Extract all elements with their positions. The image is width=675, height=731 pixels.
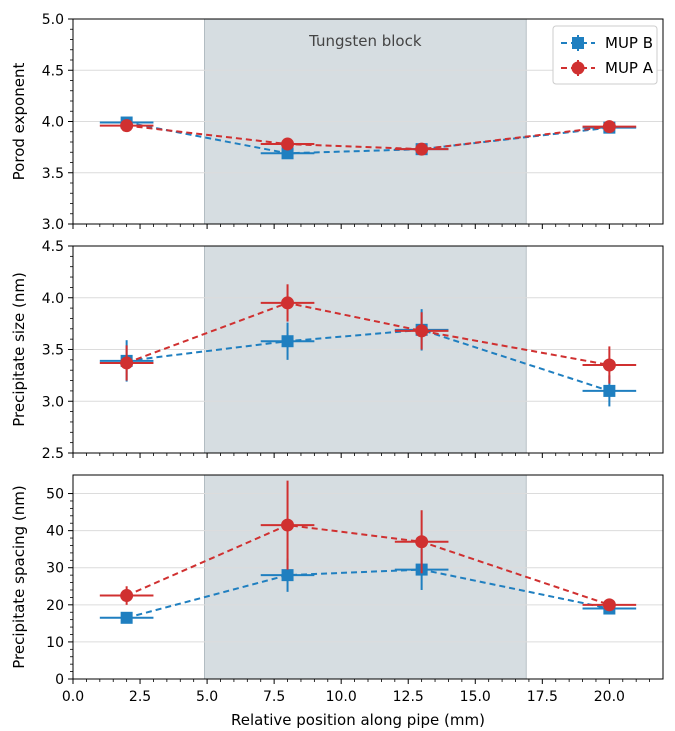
y-tick-label: 3.0: [42, 394, 64, 410]
data-point-circle: [602, 598, 616, 612]
panel-frame: [72, 474, 664, 680]
legend-label: MUP A: [605, 59, 654, 77]
y-tick-label: 3.5: [42, 343, 64, 359]
x-axis-label: Relative position along pipe (mm): [231, 711, 485, 729]
legend-label: MUP B: [605, 34, 653, 52]
y-tick-label: 50: [46, 487, 64, 503]
y-tick-label: 3.5: [42, 166, 64, 182]
panel-frame: [72, 245, 664, 454]
series-line: [126, 524, 610, 606]
panel-3: 0 10 20 30 40 50 0.0 2.5 5.0 7.5 10.0 12.5 15.0 17.5 2…: [10, 474, 664, 705]
data-point-circle: [602, 358, 616, 372]
series-mup-a: [99, 284, 637, 384]
data-point-circle: [120, 119, 134, 133]
y-axis-label: Precipitate size (nm): [10, 272, 28, 427]
panel-frame: [72, 18, 664, 225]
data-point-circle: [415, 142, 429, 156]
panel-2: 2.5 3.0 3.5 4.0 4.5 Precipitate size (nm): [10, 239, 664, 462]
data-point-circle: [120, 356, 134, 370]
tungsten-shaded-region: [204, 474, 527, 680]
y-tick-label: 20: [46, 598, 64, 614]
y-tick-label: 0: [55, 672, 64, 688]
x-tick-label: 5.0: [196, 689, 218, 705]
x-tick-label: 17.5: [527, 689, 558, 705]
data-point-circle: [281, 518, 295, 532]
y-tick-label: 10: [46, 635, 64, 651]
panel-1: 3.0 3.5 4.0 4.5 5.0 Porod exponent Tungsten bl…: [10, 12, 664, 233]
data-point-square: [281, 335, 294, 348]
y-tick-label: 4.5: [42, 63, 64, 79]
x-tick-label: 15.0: [460, 689, 491, 705]
tungsten-block-label: Tungsten block: [308, 32, 422, 50]
data-point-square: [281, 147, 294, 160]
y-tick-label: 3.0: [42, 217, 64, 233]
legend-marker-circle: [571, 61, 585, 75]
data-point-circle: [602, 120, 616, 134]
y-tick-label: 2.5: [42, 446, 64, 462]
data-point-square: [281, 569, 294, 582]
legend-marker-square: [572, 37, 584, 49]
data-point-square: [603, 384, 616, 397]
x-tick-label: 20.0: [594, 689, 625, 705]
y-axis-label: Precipitate spacing (nm): [10, 485, 28, 668]
y-tick-label: 30: [46, 561, 64, 577]
x-tick-label: 0.0: [62, 689, 84, 705]
y-tick-label: 4.0: [42, 291, 64, 307]
data-point-circle: [415, 535, 429, 549]
series-mup-a: [99, 480, 637, 612]
x-tick-label: 10.0: [326, 689, 357, 705]
series-mup-a: [99, 119, 637, 156]
y-tick-label: 5.0: [42, 12, 64, 28]
x-tick-label: 12.5: [393, 689, 424, 705]
data-point-circle: [281, 296, 295, 310]
y-tick-label: 4.5: [42, 239, 64, 255]
legend: MUP B MUP A: [552, 25, 658, 85]
y-axis-label: Porod exponent: [10, 63, 28, 181]
series-line: [126, 301, 610, 367]
y-tick-label: 4.0: [42, 115, 64, 131]
data-point-square: [120, 611, 133, 624]
series-line: [126, 568, 610, 619]
series-line: [126, 328, 610, 392]
data-point-circle: [281, 137, 295, 151]
data-point-circle: [415, 324, 429, 338]
x-tick-label: 7.5: [263, 689, 285, 705]
x-tick-label: 2.5: [129, 689, 151, 705]
y-tick-label: 40: [46, 524, 64, 540]
data-point-circle: [120, 589, 134, 603]
series-line: [126, 124, 610, 151]
